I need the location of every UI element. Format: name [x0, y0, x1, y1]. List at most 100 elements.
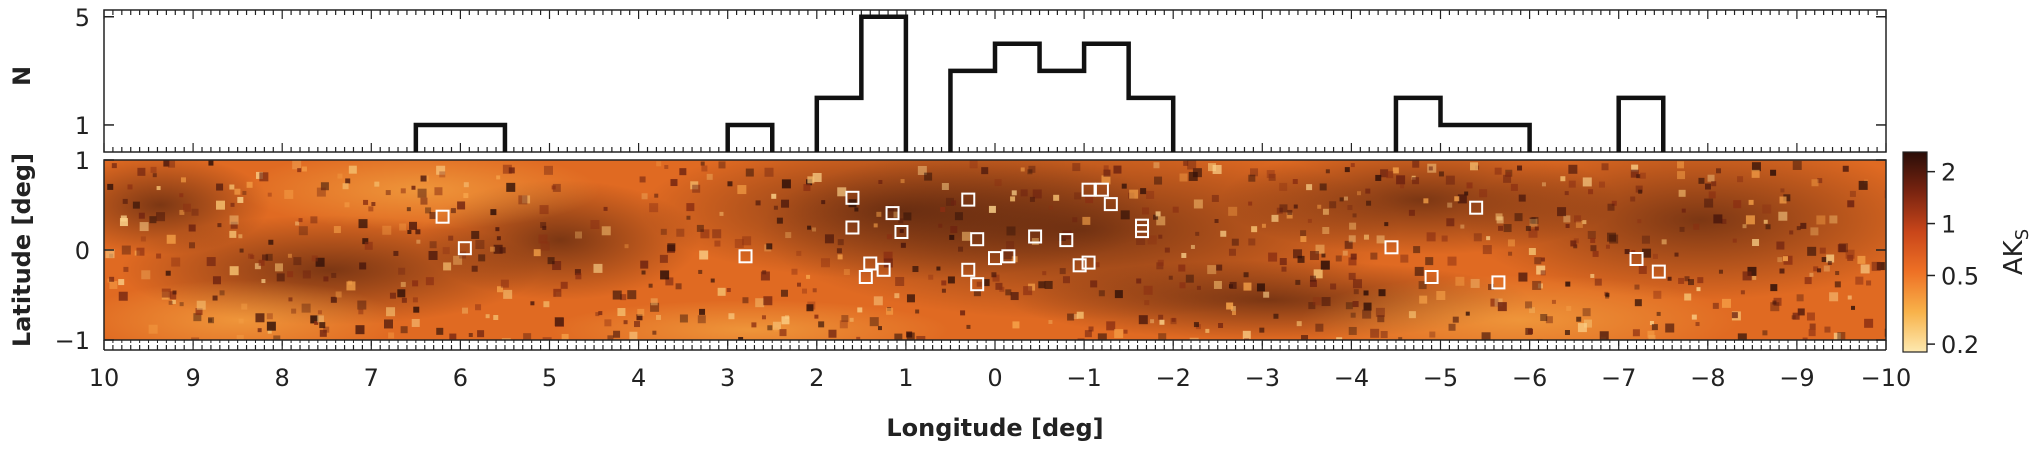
extinction-pixel	[1641, 235, 1650, 244]
extinction-pixel	[1426, 232, 1436, 242]
extinction-pixel	[540, 241, 550, 251]
source-marker	[1072, 258, 1087, 273]
extinction-pixel	[1193, 322, 1199, 328]
extinction-pixel	[1770, 302, 1780, 312]
extinction-pixel	[699, 308, 706, 315]
extinction-pixel	[617, 308, 626, 317]
extinction-pixel	[1343, 196, 1348, 201]
extinction-pixel	[242, 190, 247, 195]
extinction-pixel	[1837, 332, 1846, 340]
extinction-pixel	[717, 287, 726, 296]
extinction-pixel	[1684, 276, 1690, 282]
extinction-pixel	[1187, 160, 1197, 170]
extinction-pixel	[1607, 203, 1615, 211]
extinction-pixel	[284, 189, 294, 199]
colorbar-bar	[1902, 151, 1928, 353]
source-marker	[894, 225, 909, 239]
extinction-pixel	[837, 254, 843, 260]
map-x-tick-label: −5	[1423, 364, 1458, 392]
extinction-pixel	[206, 257, 216, 267]
extinction-pixel	[637, 308, 645, 316]
extinction-pixel	[1737, 176, 1744, 183]
extinction-pixel	[1048, 319, 1053, 324]
extinction-pixel	[1647, 330, 1655, 338]
extinction-pixel	[915, 309, 920, 314]
extinction-pixel	[760, 271, 770, 281]
extinction-pixel	[1365, 188, 1371, 194]
map-x-tick-label: −6	[1512, 364, 1547, 392]
extinction-pixel	[152, 173, 157, 178]
extinction-pixel	[266, 313, 273, 320]
extinction-pixel	[1356, 191, 1361, 196]
extinction-pixel	[781, 316, 790, 325]
extinction-pixel	[1185, 274, 1194, 283]
extinction-pixel	[843, 269, 850, 276]
extinction-pixel	[1339, 197, 1344, 202]
extinction-pixel	[1376, 235, 1385, 244]
colorbar-tick-label: 0.2	[1941, 331, 1979, 359]
extinction-pixel	[648, 283, 653, 288]
extinction-pixel	[1150, 319, 1155, 324]
extinction-pixel	[471, 230, 480, 239]
extinction-pixel	[938, 223, 943, 228]
extinction-pixel	[1250, 168, 1259, 177]
extinction-pixel	[1565, 223, 1570, 228]
extinction-pixel	[1817, 268, 1822, 273]
extinction-pixel	[1097, 333, 1107, 340]
extinction-pixel	[1293, 249, 1303, 259]
extinction-pixel	[1772, 300, 1777, 305]
extinction-pixel	[1802, 337, 1808, 340]
extinction-pixel	[179, 209, 185, 215]
extinction-pixel	[1837, 244, 1846, 253]
extinction-pixel	[1638, 189, 1643, 194]
extinction-pixel	[457, 201, 466, 210]
extinction-pixel	[1352, 279, 1362, 289]
extinction-pixel	[415, 229, 421, 235]
extinction-pixel	[650, 298, 658, 306]
extinction-pixel	[268, 239, 274, 245]
extinction-pixel	[1243, 272, 1249, 278]
extinction-pixel	[1231, 311, 1236, 316]
extinction-pixel	[1630, 196, 1636, 202]
extinction-pixel	[820, 258, 830, 268]
extinction-pixel	[429, 241, 437, 249]
extinction-pixel	[208, 318, 213, 323]
extinction-pixel	[1470, 278, 1480, 288]
extinction-pixel	[601, 226, 611, 236]
extinction-pixel	[1244, 338, 1250, 340]
extinction-pixel	[1770, 284, 1778, 292]
extinction-pixel	[1460, 224, 1465, 229]
extinction-pixel	[1350, 312, 1356, 318]
extinction-pixel	[217, 223, 222, 228]
extinction-pixel	[257, 328, 262, 333]
extinction-pixel	[1721, 218, 1727, 224]
extinction-pixel	[1577, 323, 1587, 333]
source-markers	[435, 182, 1666, 292]
extinction-pixel	[640, 260, 649, 269]
extinction-pixel	[742, 297, 749, 304]
extinction-pixel	[1821, 257, 1827, 263]
extinction-pixel	[801, 288, 807, 294]
extinction-pixel	[1698, 177, 1705, 184]
extinction-pixel	[490, 246, 496, 252]
extinction-pixel	[1306, 184, 1313, 191]
extinction-pixel	[1751, 162, 1761, 172]
extinction-pixel	[928, 274, 934, 280]
extinction-pixel	[560, 281, 568, 289]
extinction-pixel	[1418, 281, 1427, 290]
extinction-pixel	[719, 211, 724, 216]
extinction-pixel	[1762, 204, 1772, 214]
extinction-pixel	[1711, 181, 1717, 187]
extinction-pixel	[149, 216, 157, 224]
extinction-pixel	[1158, 234, 1163, 239]
extinction-pixel	[1344, 167, 1350, 173]
extinction-pixel	[1674, 252, 1679, 257]
extinction-pixel	[219, 290, 225, 296]
extinction-pixel	[357, 300, 367, 310]
extinction-pixel	[878, 179, 883, 184]
extinction-pixel	[1575, 220, 1583, 228]
extinction-pixel	[109, 280, 118, 289]
extinction-pixel	[287, 253, 292, 258]
extinction-pixel	[1481, 332, 1491, 340]
extinction-pixel	[1231, 238, 1239, 246]
